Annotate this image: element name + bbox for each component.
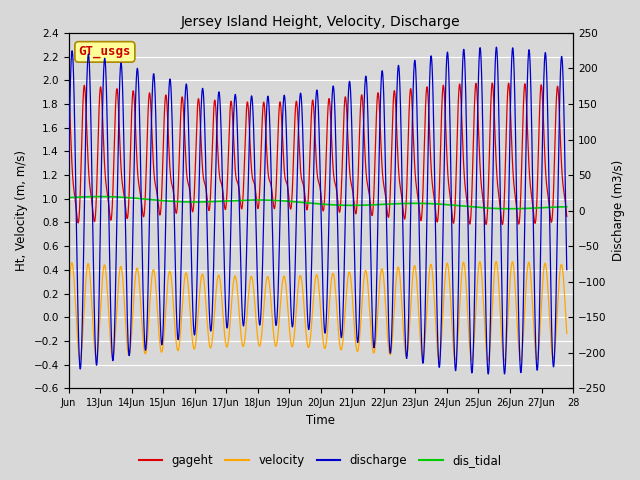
Text: GT_usgs: GT_usgs — [79, 46, 131, 59]
Title: Jersey Island Height, Velocity, Discharge: Jersey Island Height, Velocity, Discharg… — [181, 15, 461, 29]
Legend: gageht, velocity, discharge, dis_tidal: gageht, velocity, discharge, dis_tidal — [134, 449, 506, 472]
Y-axis label: Ht, Velocity (m, m/s): Ht, Velocity (m, m/s) — [15, 150, 28, 271]
X-axis label: Time: Time — [307, 414, 335, 427]
Y-axis label: Discharge (m3/s): Discharge (m3/s) — [612, 160, 625, 261]
